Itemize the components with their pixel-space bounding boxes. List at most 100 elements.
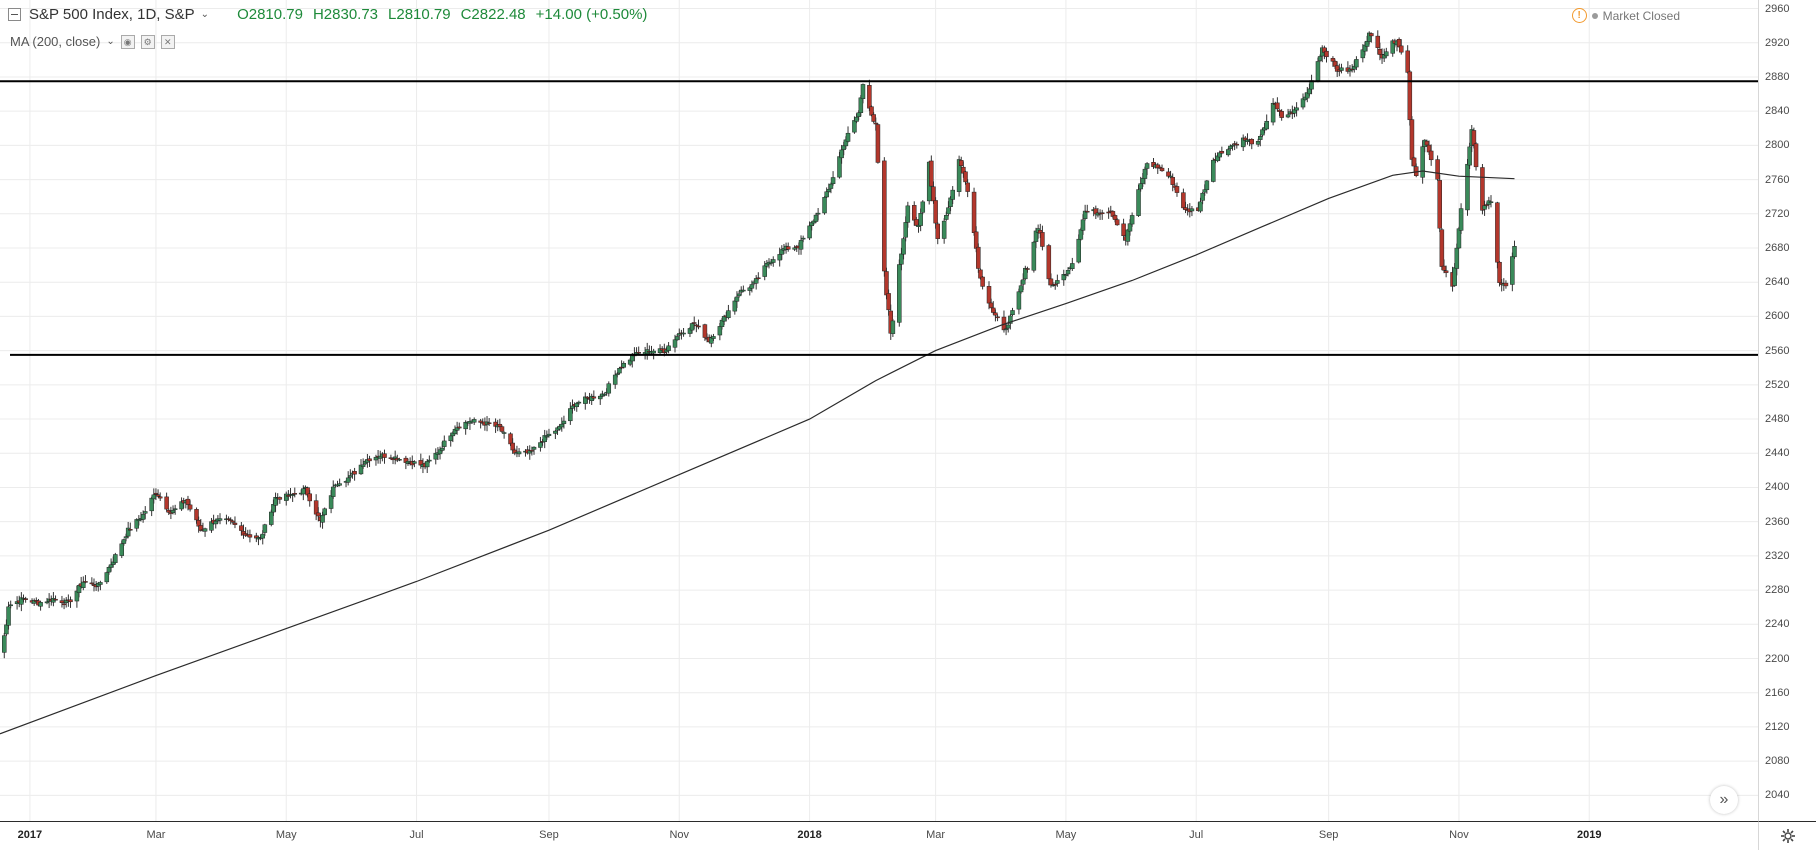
candle-down [1399,45,1404,53]
candle-up [1140,177,1146,184]
candle-up [621,363,626,368]
candle-down [1437,180,1442,229]
candle-up [412,461,417,464]
candle-down [963,171,968,183]
price-tick-label: 2880 [1765,70,1790,83]
candle-down [702,324,708,338]
candle-up [1125,229,1131,242]
chevron-down-icon[interactable]: ⌄ [200,9,210,20]
candle-down [1369,33,1374,37]
high-value: H2830.73 [312,6,379,23]
candle-up [1482,205,1487,210]
candle-up [798,240,804,250]
candle-up [815,212,821,215]
candle-down [1409,119,1415,160]
candle-up [260,533,265,539]
candle-up [1016,291,1022,310]
chevron-down-icon[interactable]: ⌄ [106,36,115,47]
candle-up [1018,285,1024,293]
candle-down [247,534,253,538]
candle-down [194,509,199,521]
candle-up [1200,192,1205,201]
price-tick-label: 2840 [1765,105,1790,118]
candle-up [546,433,552,436]
candle-down [935,223,940,239]
chart-settings-corner[interactable] [1758,821,1816,850]
candle-up [1003,328,1009,331]
chart-plot-area[interactable]: S&P 500 Index, 1D, S&P ⌄ O2810.79 H2830.… [0,0,1758,821]
candle-up [262,524,268,533]
candle-down [1166,171,1171,177]
candle-down [1085,210,1090,213]
price-tick-label: 2680 [1765,242,1790,254]
candle-down [286,495,291,497]
candle-down [691,322,697,324]
candle-down [228,519,233,521]
price-tick-label: 2080 [1765,755,1790,768]
candle-up [269,511,274,525]
price-axis[interactable]: 2040 2080 2120 2160 2200 2240 2280 2320 2360 2400… [1758,0,1816,821]
price-tick-label: 2120 [1765,720,1790,733]
candle-down [390,458,396,461]
ma-200-line[interactable] [0,170,1515,735]
candle-down [1174,186,1180,193]
candle-up [1063,274,1069,276]
time-axis[interactable]: 2017 Mar May Jul Sep Nov 2018 Mar May Jul Sep Nov 20… [0,821,1758,850]
candle-up [826,189,832,192]
gear-icon[interactable] [1780,828,1796,844]
scroll-to-realtime-button[interactable]: » [1710,786,1738,814]
candle-down [869,106,874,116]
candle-up [630,355,635,362]
candle-up [553,430,558,434]
candle-up [777,254,782,261]
candle-up [570,405,575,409]
close-icon[interactable]: ✕ [160,34,175,49]
eye-icon[interactable]: ◉ [120,34,135,49]
candle-down [128,529,133,531]
candle-up [941,220,947,239]
candle-down [1234,143,1240,146]
study-title[interactable]: MA (200, close) [10,34,101,49]
candle-up [852,120,857,133]
candle-up [290,494,295,496]
candle-up [753,278,759,284]
candle-up [98,582,103,585]
symbol-title[interactable]: S&P 500 Index, 1D, S&P [29,6,195,23]
candle-up [813,214,819,222]
settings-icon[interactable]: ⚙ [140,34,155,49]
candle-up [1384,51,1389,57]
candle-up [170,510,176,514]
candle-up [1420,146,1425,178]
price-tick-label: 2760 [1765,173,1790,186]
candle-up [424,461,430,468]
candle-up [301,488,306,495]
warning-icon[interactable]: ! [1571,8,1587,23]
candle-down [292,493,298,495]
candle-up [1023,267,1028,280]
candle-up [322,508,327,516]
candle-down [1443,270,1449,273]
chart-canvas[interactable] [0,0,1758,821]
candle-down [1471,130,1477,146]
candle-up [890,320,896,334]
candle-up [471,419,477,423]
candle-up [1465,163,1470,211]
candle-up [732,300,738,312]
candle-down [59,600,65,604]
open-value: O2810.79 [237,6,303,23]
candle-down [911,205,917,221]
candle-down [307,493,312,502]
candle-up [1258,136,1263,140]
candle-up [681,332,686,335]
collapse-legend-icon[interactable] [8,8,21,21]
candle-up [44,601,50,604]
candle-down [157,496,163,499]
candle-down [1170,177,1175,185]
candle-down [1324,50,1329,58]
candle-up [1065,270,1071,275]
candle-up [81,581,86,588]
candle-up [8,604,13,607]
candle-up [108,564,114,568]
candle-up [666,345,671,351]
candle-up [1142,168,1148,179]
